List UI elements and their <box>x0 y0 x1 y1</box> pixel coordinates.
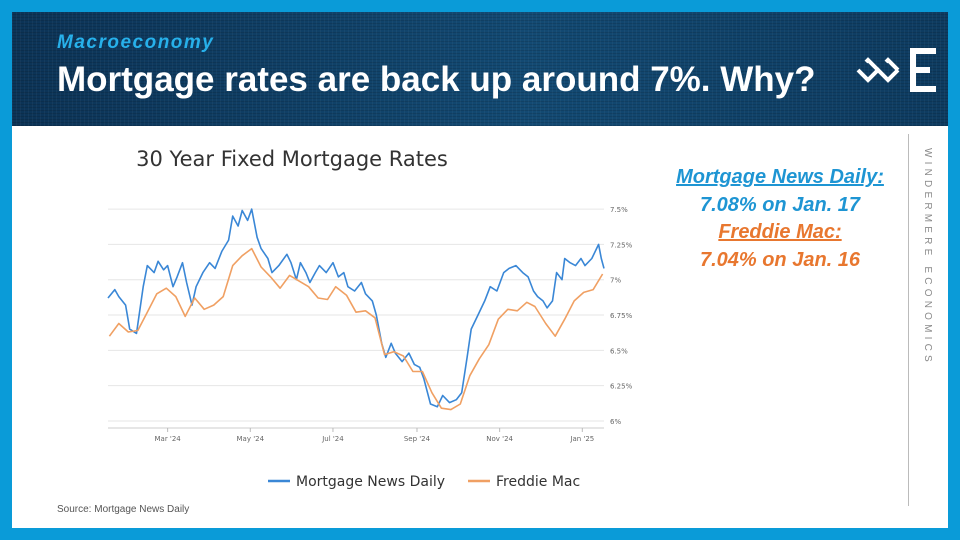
y-tick-label: 6.75% <box>610 312 633 320</box>
y-tick-label: 6.5% <box>610 347 628 355</box>
brand-vertical-text: WINDERMERE ECONOMICS <box>922 148 933 366</box>
mnd-annotation-value: 7.08% on Jan. 17 <box>699 193 861 216</box>
mortgage-rate-chart: 30 Year Fixed Mortgage Rates 6% 6.25% 6.5% 6… <box>107 147 633 490</box>
mnd-series-line <box>107 208 605 408</box>
windermere-e-letter-icon <box>910 48 936 92</box>
mnd-annotation-name: Mortgage News Daily: <box>676 166 884 188</box>
x-tick-label: Jul '24 <box>321 435 344 443</box>
y-tick-label: 7.25% <box>610 241 633 249</box>
x-tick-label: May '24 <box>237 435 265 443</box>
x-tick-label: Sep '24 <box>404 435 431 443</box>
freddie-legend-label: Freddie Mac <box>496 474 580 490</box>
freddie-series-line <box>108 247 604 411</box>
y-tick-label: 7.5% <box>610 206 628 214</box>
section-label: Macroeconomy <box>57 32 215 53</box>
y-tick-label: 7% <box>610 277 621 285</box>
chart-title: 30 Year Fixed Mortgage Rates <box>136 147 448 171</box>
header-banner: Macroeconomy Mortgage rates are back up … <box>12 12 948 126</box>
y-tick-label: 6% <box>610 418 621 426</box>
windermere-w-logo-icon <box>856 57 900 83</box>
source-note: Source: Mortgage News Daily <box>57 504 190 515</box>
windermere-logo <box>856 48 936 92</box>
freddie-annotation-value: 7.04% on Jan. 16 <box>699 248 861 271</box>
vertical-divider <box>908 134 909 506</box>
x-tick-label: Mar '24 <box>154 435 181 443</box>
x-tick-label: Jan '25 <box>569 435 594 443</box>
mnd-legend-label: Mortgage News Daily <box>296 474 445 490</box>
y-tick-label: 6.25% <box>610 383 633 391</box>
slide-title: Mortgage rates are back up around 7%. Wh… <box>57 60 816 99</box>
x-tick-label: Nov '24 <box>486 435 513 443</box>
freddie-annotation-name: Freddie Mac: <box>718 221 842 243</box>
content-panel: 30 Year Fixed Mortgage Rates 6% 6.25% 6.5% 6… <box>12 126 948 528</box>
rate-annotation: Mortgage News Daily: 7.08% on Jan. 17 Fr… <box>640 164 920 274</box>
